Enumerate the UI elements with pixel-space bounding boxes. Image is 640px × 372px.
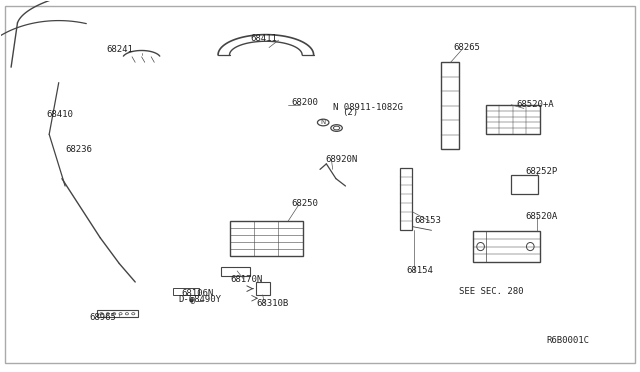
Text: 68310B: 68310B: [256, 299, 289, 308]
Text: 68410: 68410: [46, 109, 73, 119]
Text: N 08911-1082G: N 08911-1082G: [333, 103, 403, 112]
Text: R6B0001C: R6B0001C: [546, 336, 589, 345]
Text: D-68490Y: D-68490Y: [179, 295, 221, 304]
Text: 68170N: 68170N: [231, 275, 263, 283]
Bar: [486, 105, 540, 134]
Text: 68154: 68154: [406, 266, 433, 275]
Text: N: N: [321, 119, 326, 125]
Bar: [473, 231, 540, 262]
Text: 68252P: 68252P: [526, 167, 558, 176]
Text: 68153: 68153: [414, 216, 441, 225]
Text: 68965: 68965: [90, 313, 116, 322]
Text: 68106N: 68106N: [181, 289, 213, 298]
Text: 68200: 68200: [291, 98, 318, 107]
Bar: [511, 175, 538, 194]
Text: 68250: 68250: [291, 199, 318, 208]
Text: 68241: 68241: [106, 45, 133, 54]
Text: 68920N: 68920N: [325, 155, 357, 164]
Text: D: D: [190, 297, 195, 306]
Bar: [230, 221, 303, 256]
Bar: [97, 310, 138, 317]
Bar: [441, 62, 459, 149]
Text: 68411: 68411: [250, 34, 276, 43]
Text: (2): (2): [342, 108, 358, 118]
Text: SEE SEC. 280: SEE SEC. 280: [459, 287, 524, 296]
Bar: [256, 282, 270, 295]
Bar: [173, 288, 199, 295]
Bar: [399, 167, 412, 230]
Bar: [221, 267, 250, 276]
Text: 68520+A: 68520+A: [516, 100, 554, 109]
Text: 68520A: 68520A: [526, 212, 558, 221]
Text: 68265: 68265: [454, 43, 481, 52]
Text: 68236: 68236: [65, 145, 92, 154]
